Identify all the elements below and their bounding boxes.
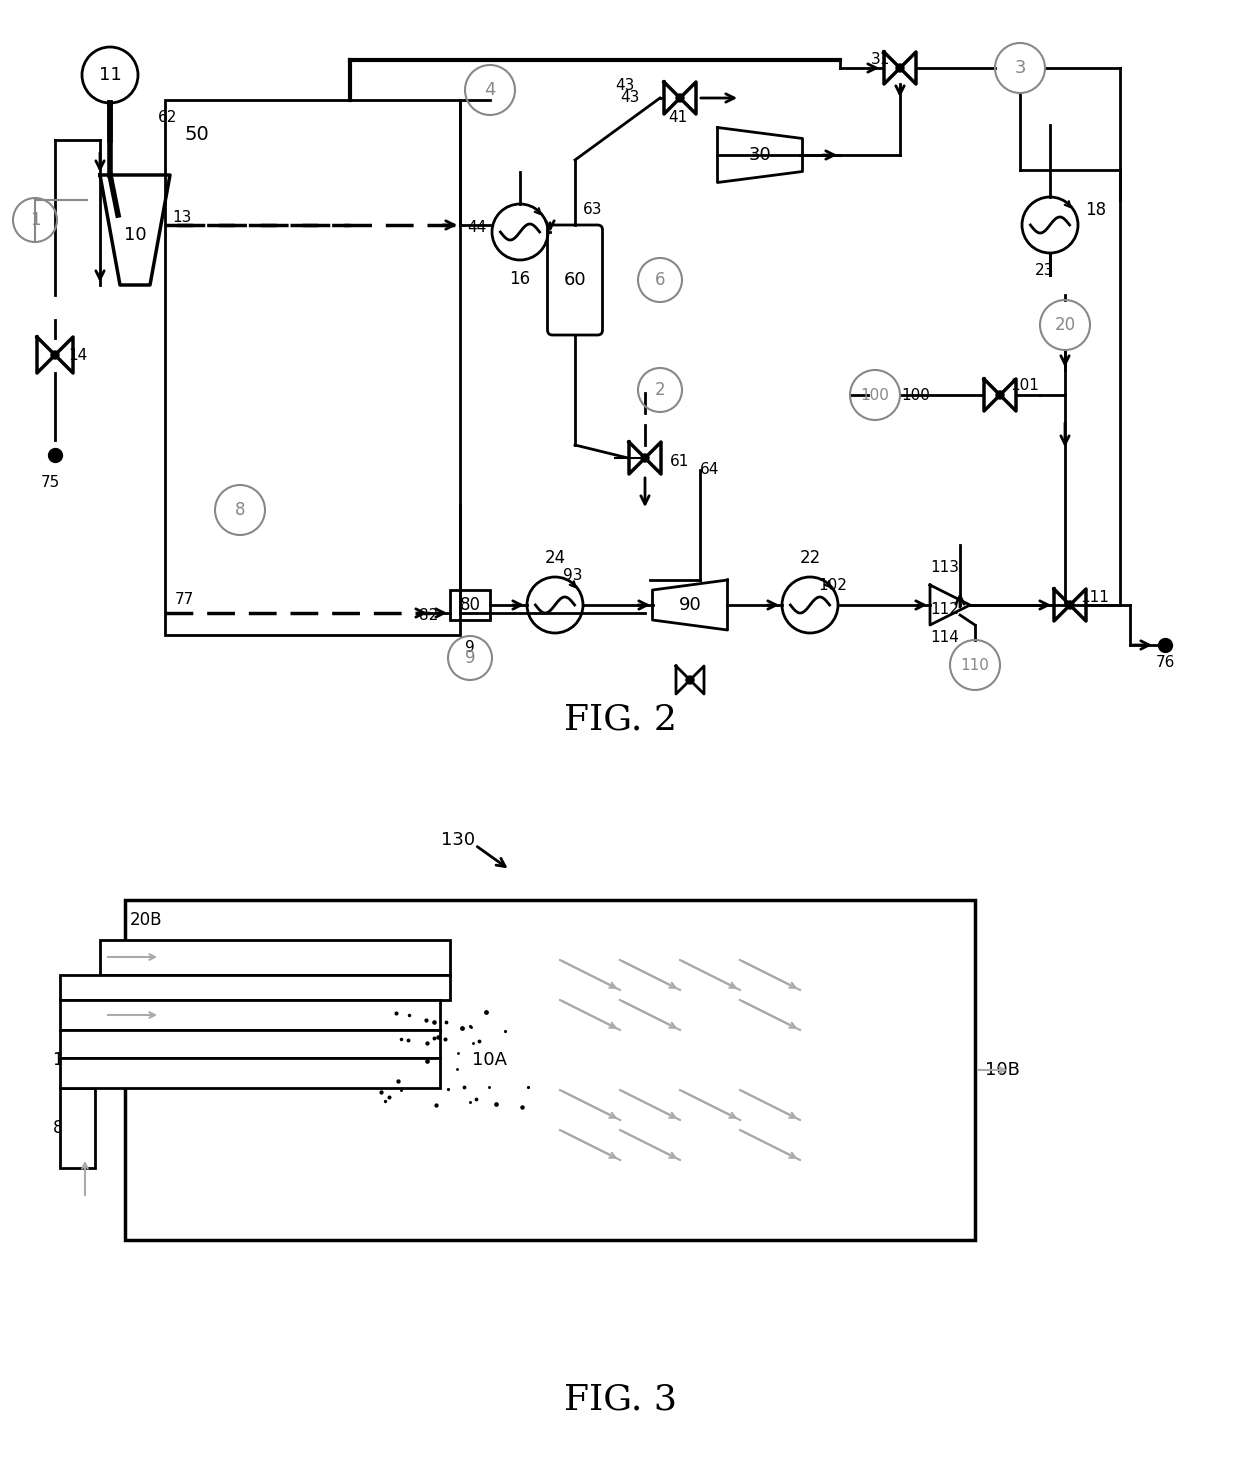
Text: 8: 8 <box>234 502 246 519</box>
Text: 112: 112 <box>930 602 960 617</box>
Text: FIG. 3: FIG. 3 <box>563 1382 677 1416</box>
Text: 6: 6 <box>655 271 665 289</box>
Text: 14C: 14C <box>52 1051 86 1069</box>
Text: 10: 10 <box>124 226 146 244</box>
Text: 61: 61 <box>670 454 689 469</box>
Bar <box>60 1088 95 1168</box>
Text: 44: 44 <box>467 221 486 235</box>
Text: 18: 18 <box>1085 201 1106 219</box>
Text: 41: 41 <box>668 111 687 126</box>
Circle shape <box>686 676 694 684</box>
Bar <box>60 1030 440 1058</box>
Circle shape <box>51 351 60 360</box>
Bar <box>450 591 490 620</box>
Text: 13: 13 <box>172 210 191 225</box>
Text: 9: 9 <box>465 639 475 656</box>
Text: 77: 77 <box>175 592 195 607</box>
Text: 90: 90 <box>678 596 702 614</box>
Text: FIG. 2: FIG. 2 <box>563 703 677 737</box>
Text: 22: 22 <box>800 549 821 567</box>
Text: 20B: 20B <box>130 912 162 929</box>
Bar <box>60 1058 440 1088</box>
Text: 4: 4 <box>485 81 496 99</box>
Text: 24: 24 <box>544 549 565 567</box>
Text: 80C: 80C <box>52 1119 86 1137</box>
Text: 3: 3 <box>1014 59 1025 77</box>
Text: 82: 82 <box>419 607 438 623</box>
Text: 64: 64 <box>701 462 719 478</box>
Bar <box>60 975 450 1000</box>
Text: 2: 2 <box>655 380 666 400</box>
Text: 43: 43 <box>620 90 640 105</box>
Circle shape <box>641 454 649 462</box>
Text: 10A: 10A <box>472 1051 507 1069</box>
Text: 43: 43 <box>615 77 635 92</box>
Text: 76: 76 <box>1156 656 1174 670</box>
Text: 75: 75 <box>41 475 60 490</box>
Text: 130: 130 <box>441 830 475 850</box>
Text: 20: 20 <box>1054 317 1075 334</box>
Text: 31: 31 <box>870 52 890 68</box>
Text: 62: 62 <box>157 111 177 126</box>
Text: 113: 113 <box>930 559 960 576</box>
Text: 1: 1 <box>30 212 41 229</box>
Bar <box>165 101 460 635</box>
Bar <box>100 940 450 975</box>
Text: 111: 111 <box>1080 589 1109 604</box>
Text: 23: 23 <box>1035 263 1055 278</box>
Text: 10B: 10B <box>985 1061 1019 1079</box>
Circle shape <box>897 64 904 73</box>
Text: 14: 14 <box>68 348 87 363</box>
Text: 80: 80 <box>460 596 481 614</box>
Text: 110: 110 <box>961 657 990 672</box>
Text: 30: 30 <box>749 147 771 164</box>
Text: 100: 100 <box>901 388 930 403</box>
Circle shape <box>676 95 684 102</box>
Text: 9: 9 <box>465 650 475 667</box>
Text: 11: 11 <box>99 67 122 84</box>
Text: 16: 16 <box>510 269 531 289</box>
Text: 63: 63 <box>583 203 603 218</box>
Text: 50: 50 <box>185 124 210 144</box>
Circle shape <box>996 391 1004 400</box>
Text: 102: 102 <box>818 577 847 592</box>
Text: 60: 60 <box>564 271 587 289</box>
Text: 101: 101 <box>1011 377 1039 392</box>
Text: 114: 114 <box>930 630 960 645</box>
Bar <box>60 1000 440 1030</box>
Text: 93: 93 <box>563 567 583 583</box>
Text: 100: 100 <box>861 388 889 403</box>
Circle shape <box>1066 601 1074 608</box>
Bar <box>125 900 975 1240</box>
